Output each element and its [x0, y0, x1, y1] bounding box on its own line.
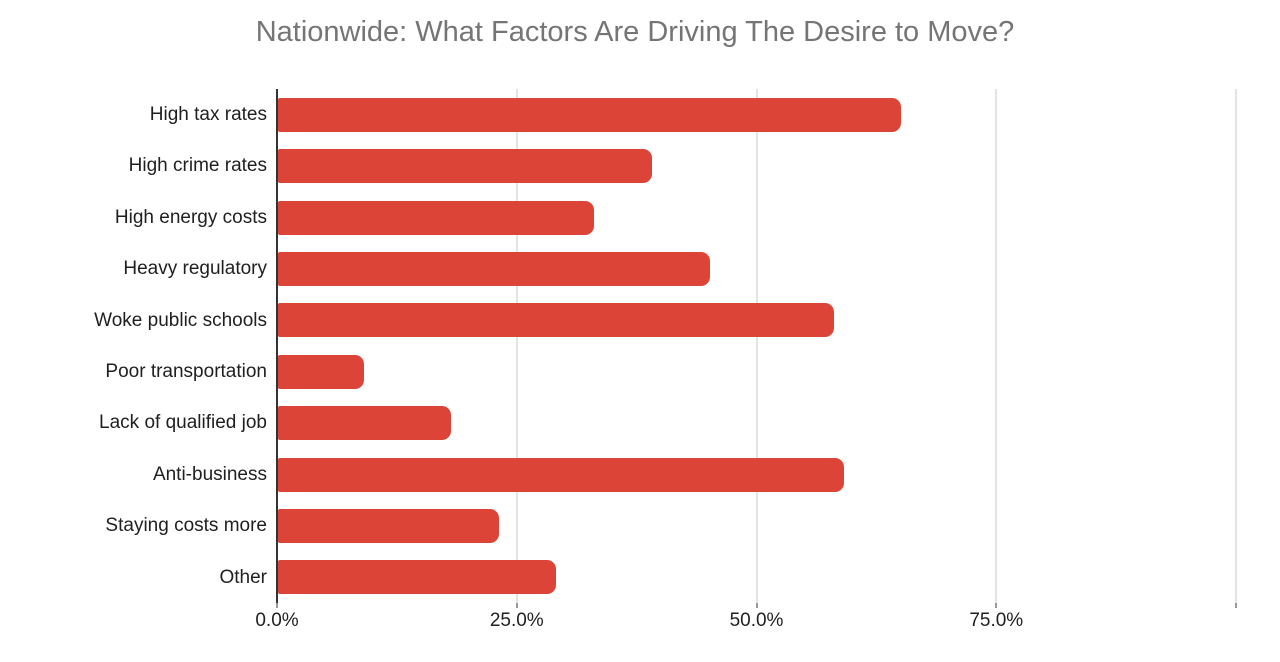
bar-high-crime-rates [278, 149, 652, 184]
bar-staying-costs-more [278, 508, 499, 543]
tick-mark [995, 603, 998, 608]
category-label: High tax rates [149, 104, 267, 125]
tick-mark [276, 603, 278, 608]
category-label: Poor transportation [105, 361, 267, 382]
axis-line [276, 89, 278, 603]
bar-woke-public-schools [278, 303, 835, 338]
x-tick-label: 75.0% [969, 610, 1024, 631]
chart-title: Nationwide: What Factors Are Driving The… [255, 16, 1015, 48]
gridline [755, 89, 758, 603]
bar-other [278, 560, 557, 595]
tick-mark [1235, 603, 1237, 608]
bar-anti-business [278, 457, 844, 492]
x-tick-label: 25.0% [489, 610, 544, 631]
gridline [995, 89, 998, 603]
category-label: Lack of qualified job [99, 412, 267, 434]
tick-mark [515, 603, 518, 608]
bar-high-energy-costs [278, 200, 595, 235]
bar-high-tax-rates [278, 97, 902, 132]
x-axis: 0.0% 25.0% 50.0% 75.0% [255, 610, 1236, 640]
plot-area [276, 89, 1237, 608]
category-label: Other [219, 566, 267, 588]
category-label: Woke public schools [94, 309, 267, 331]
tick-mark [755, 603, 758, 608]
x-tick-label: 0.0% [255, 610, 299, 631]
category-labels: High tax rates High crime rates High energ… [0, 89, 277, 603]
bar-poor-transportation [278, 354, 365, 389]
category-label: High energy costs [114, 206, 267, 228]
bar-heavy-regulatory [278, 251, 710, 286]
gridline [1235, 89, 1237, 603]
x-tick-label: 50.0% [729, 610, 784, 631]
category-label: Heavy regulatory [123, 258, 267, 280]
category-label: Anti-business [152, 463, 267, 485]
bar-lack-of-qualified-job [278, 406, 451, 441]
gridline [515, 89, 518, 603]
category-label: High crime rates [128, 155, 267, 177]
category-label: Staying costs more [105, 515, 267, 537]
